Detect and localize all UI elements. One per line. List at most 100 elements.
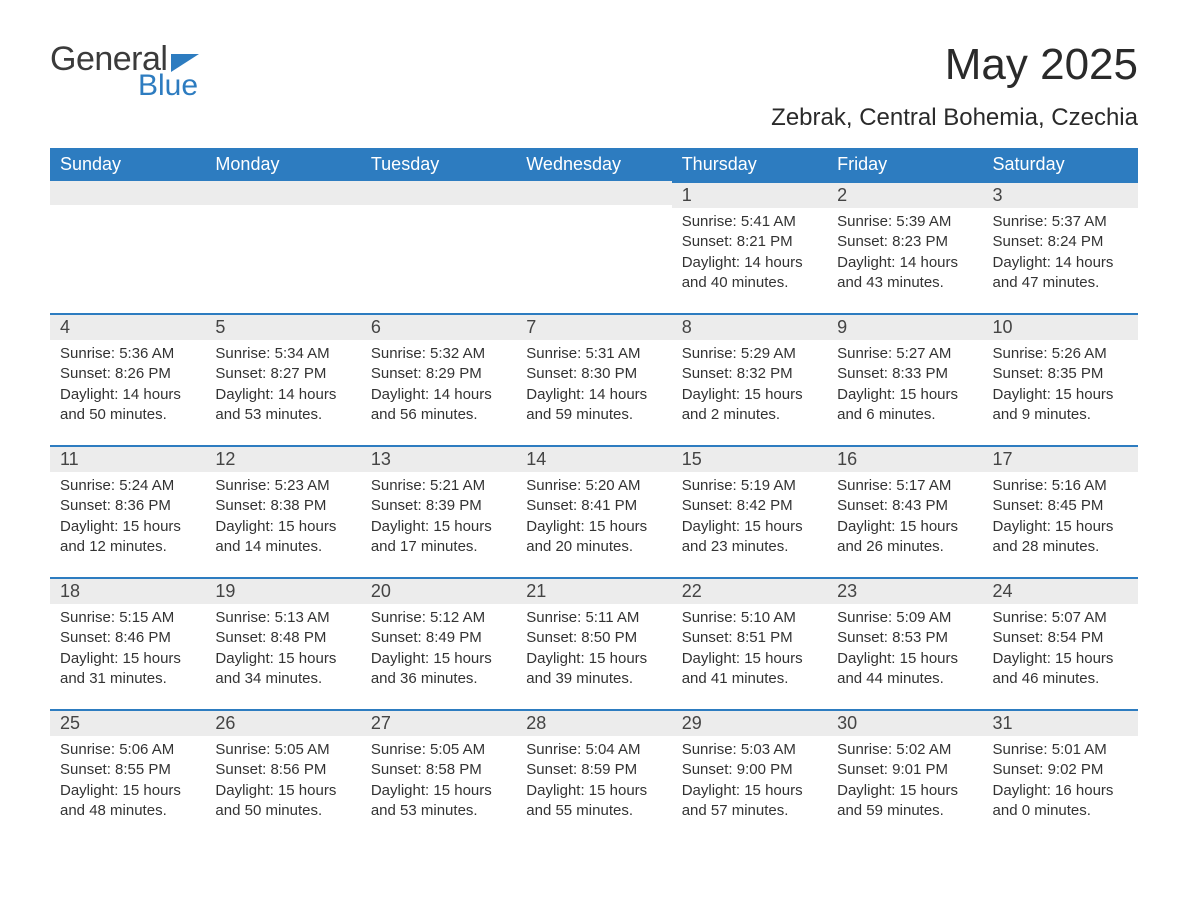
calendar-week-row: 18Sunrise: 5:15 AMSunset: 8:46 PMDayligh…: [50, 577, 1138, 709]
sunrise-text: Sunrise: 5:06 AM: [60, 740, 195, 760]
empty-day-bar: [50, 181, 205, 205]
daylight-text: Daylight: 14 hours and 43 minutes.: [837, 253, 972, 294]
sunset-text: Sunset: 9:02 PM: [993, 760, 1128, 780]
sunrise-text: Sunrise: 5:19 AM: [682, 476, 817, 496]
day-body: Sunrise: 5:20 AMSunset: 8:41 PMDaylight:…: [516, 472, 671, 565]
day-number: 18: [50, 577, 205, 604]
sunrise-text: Sunrise: 5:05 AM: [215, 740, 350, 760]
sunrise-text: Sunrise: 5:02 AM: [837, 740, 972, 760]
sunset-text: Sunset: 8:32 PM: [682, 364, 817, 384]
calendar-cell: 14Sunrise: 5:20 AMSunset: 8:41 PMDayligh…: [516, 445, 671, 577]
day-body: Sunrise: 5:26 AMSunset: 8:35 PMDaylight:…: [983, 340, 1138, 433]
sunset-text: Sunset: 8:23 PM: [837, 232, 972, 252]
sunset-text: Sunset: 8:35 PM: [993, 364, 1128, 384]
sunrise-text: Sunrise: 5:29 AM: [682, 344, 817, 364]
sunrise-text: Sunrise: 5:34 AM: [215, 344, 350, 364]
daylight-text: Daylight: 15 hours and 6 minutes.: [837, 385, 972, 426]
calendar-cell: 22Sunrise: 5:10 AMSunset: 8:51 PMDayligh…: [672, 577, 827, 709]
sunset-text: Sunset: 8:48 PM: [215, 628, 350, 648]
calendar-week-row: 11Sunrise: 5:24 AMSunset: 8:36 PMDayligh…: [50, 445, 1138, 577]
day-number: 5: [205, 313, 360, 340]
sunset-text: Sunset: 8:53 PM: [837, 628, 972, 648]
day-number: 21: [516, 577, 671, 604]
day-number: 29: [672, 709, 827, 736]
day-body: Sunrise: 5:31 AMSunset: 8:30 PMDaylight:…: [516, 340, 671, 433]
daylight-text: Daylight: 15 hours and 28 minutes.: [993, 517, 1128, 558]
calendar-cell: 26Sunrise: 5:05 AMSunset: 8:56 PMDayligh…: [205, 709, 360, 841]
calendar-week-row: 25Sunrise: 5:06 AMSunset: 8:55 PMDayligh…: [50, 709, 1138, 841]
day-number: 2: [827, 181, 982, 208]
calendar-cell: [361, 181, 516, 313]
day-body: Sunrise: 5:07 AMSunset: 8:54 PMDaylight:…: [983, 604, 1138, 697]
day-number: 19: [205, 577, 360, 604]
calendar-cell: 4Sunrise: 5:36 AMSunset: 8:26 PMDaylight…: [50, 313, 205, 445]
sunset-text: Sunset: 9:00 PM: [682, 760, 817, 780]
weekday-header: Wednesday: [516, 148, 671, 181]
weekday-header: Thursday: [672, 148, 827, 181]
location-text: Zebrak, Central Bohemia, Czechia: [771, 104, 1138, 132]
day-body: Sunrise: 5:36 AMSunset: 8:26 PMDaylight:…: [50, 340, 205, 433]
day-body: Sunrise: 5:37 AMSunset: 8:24 PMDaylight:…: [983, 208, 1138, 301]
day-number: 3: [983, 181, 1138, 208]
calendar-cell: 7Sunrise: 5:31 AMSunset: 8:30 PMDaylight…: [516, 313, 671, 445]
daylight-text: Daylight: 14 hours and 59 minutes.: [526, 385, 661, 426]
day-body: Sunrise: 5:27 AMSunset: 8:33 PMDaylight:…: [827, 340, 982, 433]
sunset-text: Sunset: 8:30 PM: [526, 364, 661, 384]
daylight-text: Daylight: 15 hours and 50 minutes.: [215, 781, 350, 822]
calendar-week-row: 1Sunrise: 5:41 AMSunset: 8:21 PMDaylight…: [50, 181, 1138, 313]
day-number: 14: [516, 445, 671, 472]
daylight-text: Daylight: 15 hours and 44 minutes.: [837, 649, 972, 690]
sunrise-text: Sunrise: 5:37 AM: [993, 212, 1128, 232]
sunrise-text: Sunrise: 5:05 AM: [371, 740, 506, 760]
calendar-cell: 13Sunrise: 5:21 AMSunset: 8:39 PMDayligh…: [361, 445, 516, 577]
calendar-week-row: 4Sunrise: 5:36 AMSunset: 8:26 PMDaylight…: [50, 313, 1138, 445]
weekday-header: Monday: [205, 148, 360, 181]
day-number: 8: [672, 313, 827, 340]
day-body: Sunrise: 5:24 AMSunset: 8:36 PMDaylight:…: [50, 472, 205, 565]
sunrise-text: Sunrise: 5:20 AM: [526, 476, 661, 496]
sunset-text: Sunset: 8:43 PM: [837, 496, 972, 516]
sunrise-text: Sunrise: 5:07 AM: [993, 608, 1128, 628]
day-number: 6: [361, 313, 516, 340]
daylight-text: Daylight: 15 hours and 48 minutes.: [60, 781, 195, 822]
calendar-cell: 23Sunrise: 5:09 AMSunset: 8:53 PMDayligh…: [827, 577, 982, 709]
daylight-text: Daylight: 15 hours and 17 minutes.: [371, 517, 506, 558]
day-body: Sunrise: 5:21 AMSunset: 8:39 PMDaylight:…: [361, 472, 516, 565]
sunset-text: Sunset: 8:50 PM: [526, 628, 661, 648]
day-body: Sunrise: 5:05 AMSunset: 8:58 PMDaylight:…: [361, 736, 516, 829]
day-number: 10: [983, 313, 1138, 340]
calendar-cell: 6Sunrise: 5:32 AMSunset: 8:29 PMDaylight…: [361, 313, 516, 445]
day-body: Sunrise: 5:23 AMSunset: 8:38 PMDaylight:…: [205, 472, 360, 565]
daylight-text: Daylight: 15 hours and 31 minutes.: [60, 649, 195, 690]
day-body: Sunrise: 5:06 AMSunset: 8:55 PMDaylight:…: [50, 736, 205, 829]
empty-day-bar: [205, 181, 360, 205]
sunset-text: Sunset: 8:59 PM: [526, 760, 661, 780]
sunset-text: Sunset: 8:36 PM: [60, 496, 195, 516]
day-number: 20: [361, 577, 516, 604]
sunset-text: Sunset: 8:33 PM: [837, 364, 972, 384]
page-title: May 2025: [771, 40, 1138, 90]
sunrise-text: Sunrise: 5:04 AM: [526, 740, 661, 760]
sunrise-text: Sunrise: 5:17 AM: [837, 476, 972, 496]
empty-day-bar: [361, 181, 516, 205]
day-body: Sunrise: 5:34 AMSunset: 8:27 PMDaylight:…: [205, 340, 360, 433]
day-body: Sunrise: 5:29 AMSunset: 8:32 PMDaylight:…: [672, 340, 827, 433]
sunrise-text: Sunrise: 5:16 AM: [993, 476, 1128, 496]
day-body: Sunrise: 5:19 AMSunset: 8:42 PMDaylight:…: [672, 472, 827, 565]
calendar-cell: 27Sunrise: 5:05 AMSunset: 8:58 PMDayligh…: [361, 709, 516, 841]
daylight-text: Daylight: 15 hours and 41 minutes.: [682, 649, 817, 690]
daylight-text: Daylight: 14 hours and 50 minutes.: [60, 385, 195, 426]
calendar-cell: 31Sunrise: 5:01 AMSunset: 9:02 PMDayligh…: [983, 709, 1138, 841]
title-block: May 2025 Zebrak, Central Bohemia, Czechi…: [771, 40, 1138, 142]
sunset-text: Sunset: 8:49 PM: [371, 628, 506, 648]
day-body: Sunrise: 5:11 AMSunset: 8:50 PMDaylight:…: [516, 604, 671, 697]
daylight-text: Daylight: 14 hours and 47 minutes.: [993, 253, 1128, 294]
day-number: 12: [205, 445, 360, 472]
sunset-text: Sunset: 8:39 PM: [371, 496, 506, 516]
daylight-text: Daylight: 15 hours and 36 minutes.: [371, 649, 506, 690]
day-body: Sunrise: 5:32 AMSunset: 8:29 PMDaylight:…: [361, 340, 516, 433]
day-number: 24: [983, 577, 1138, 604]
weekday-header: Saturday: [983, 148, 1138, 181]
sunrise-text: Sunrise: 5:32 AM: [371, 344, 506, 364]
calendar-cell: 15Sunrise: 5:19 AMSunset: 8:42 PMDayligh…: [672, 445, 827, 577]
